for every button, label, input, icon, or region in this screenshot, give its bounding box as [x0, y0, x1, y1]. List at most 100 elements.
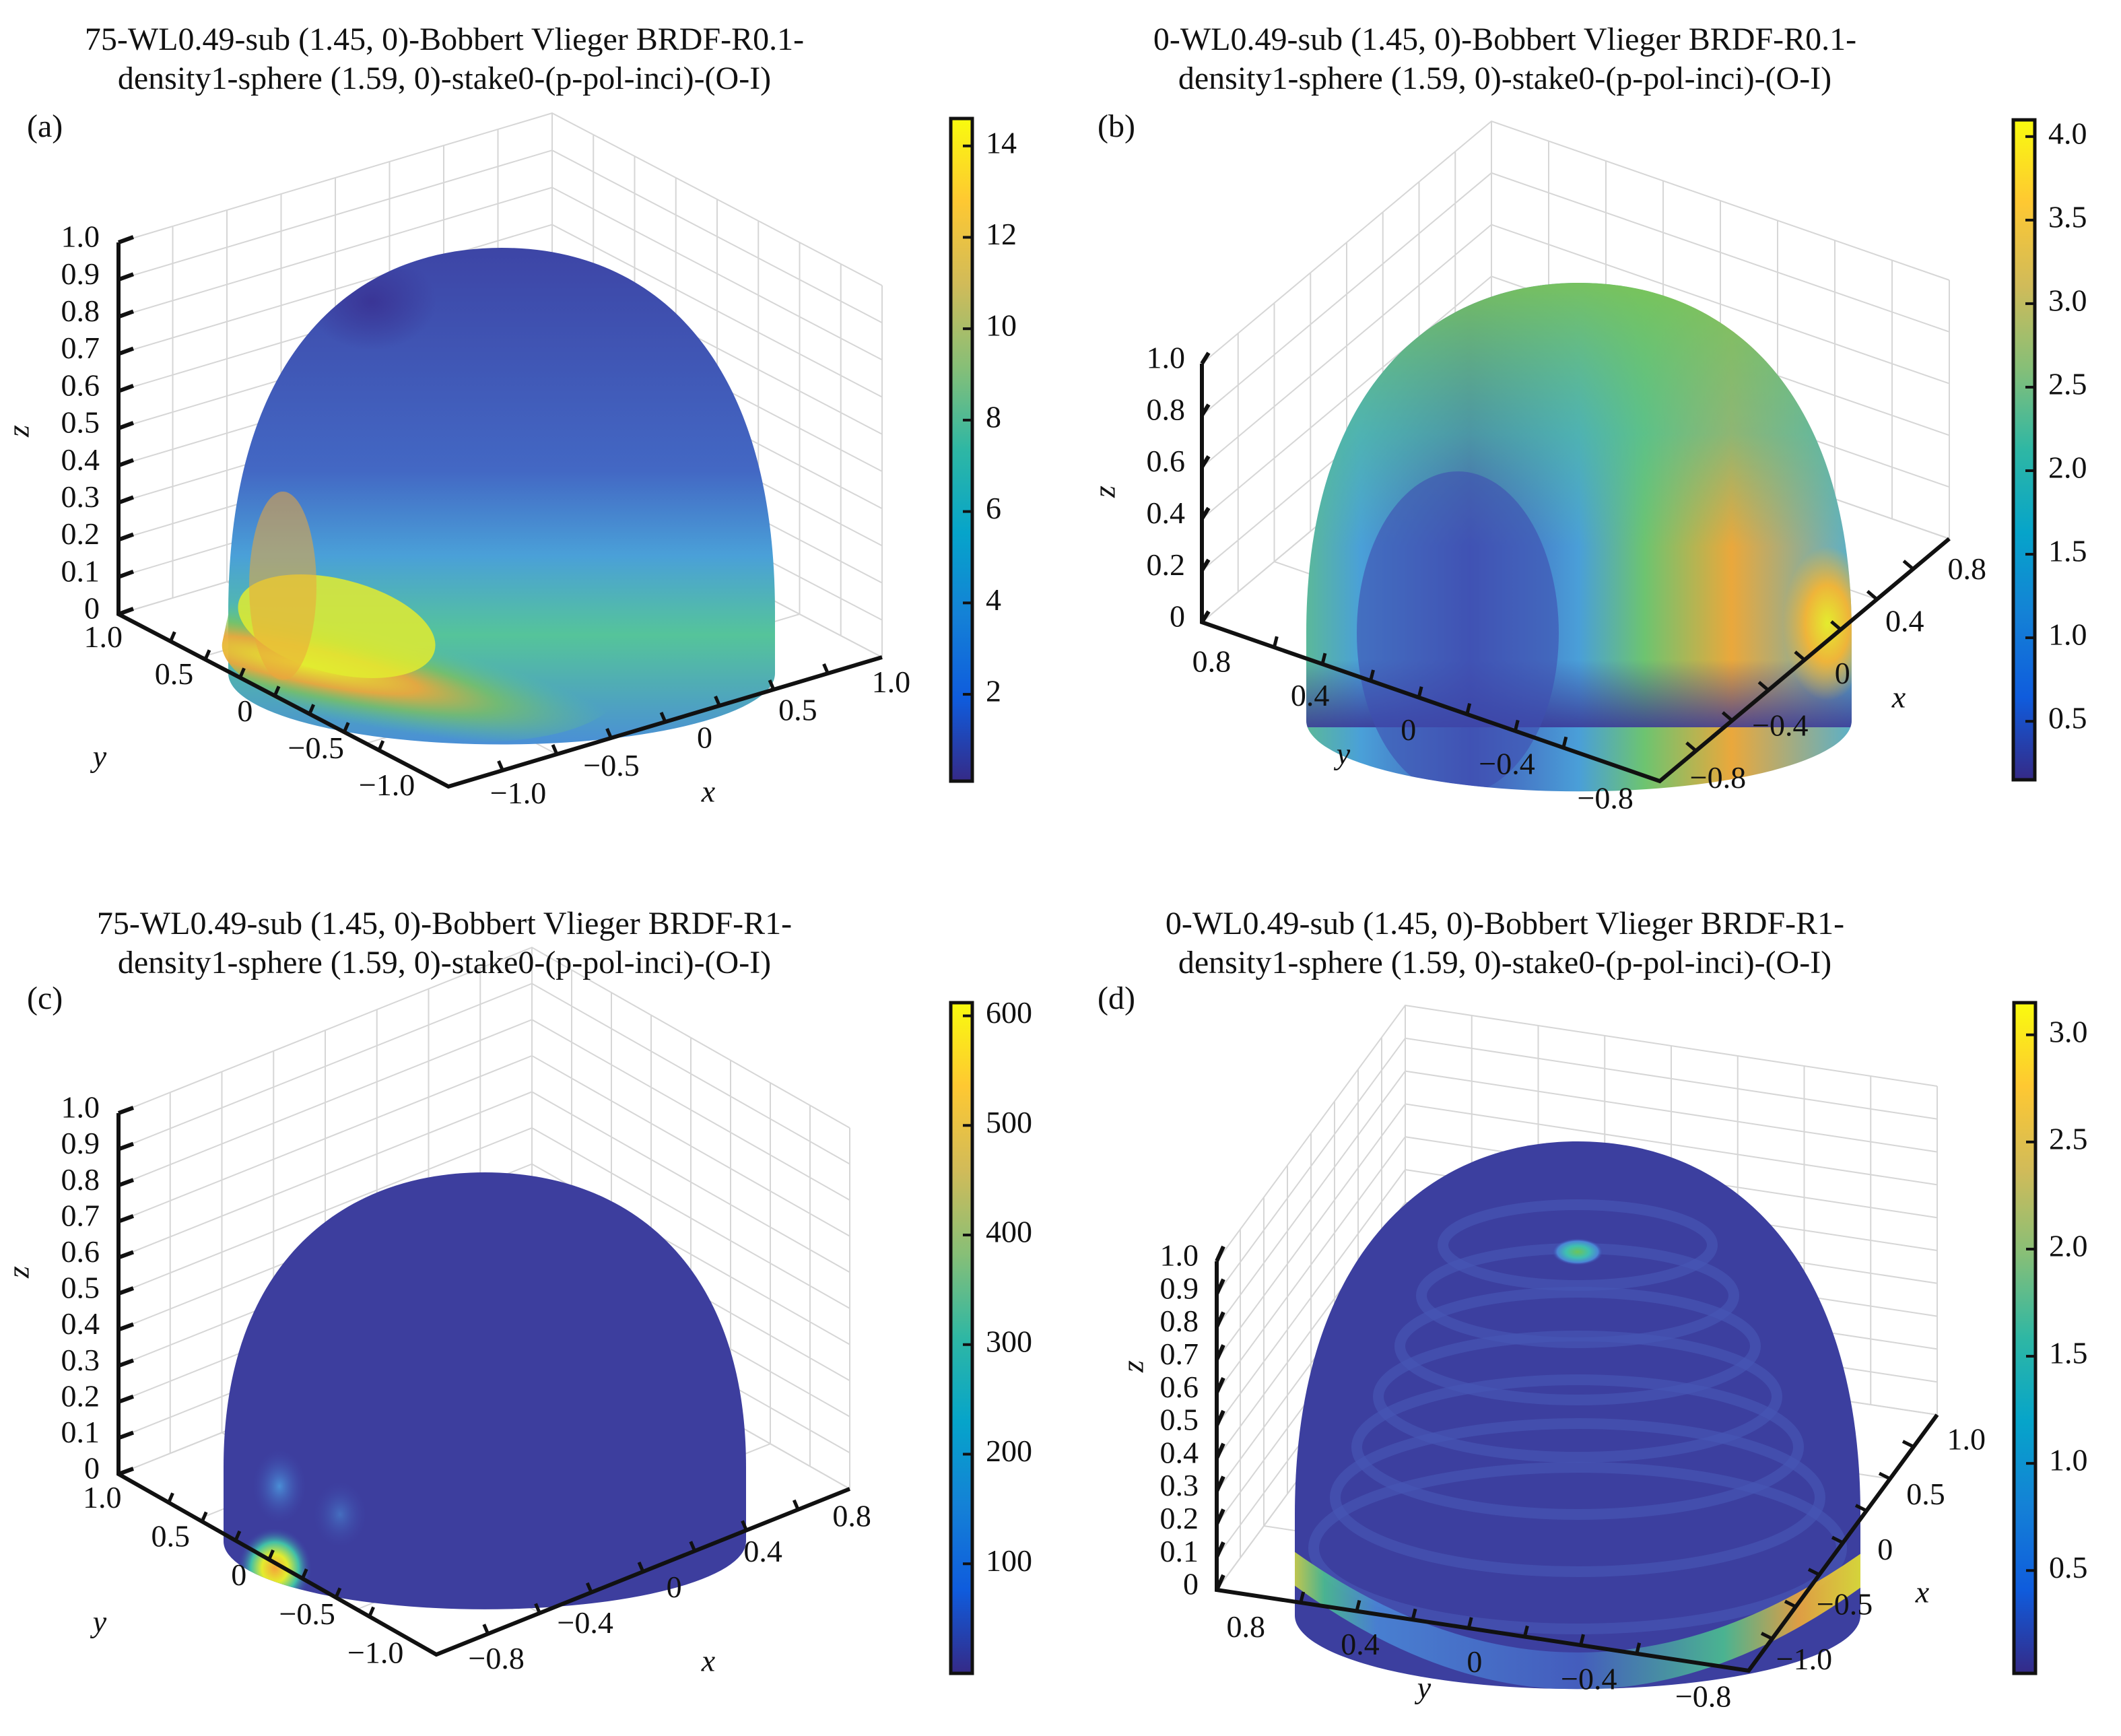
- y-tick-mark: [1522, 1625, 1529, 1638]
- y-tick-label: 1.0: [83, 620, 123, 654]
- y-tick-label: −0.5: [288, 731, 344, 765]
- z-tick-label: 1.0: [61, 220, 100, 254]
- y-axis-label: y: [1334, 737, 1351, 771]
- z-tick-mark: [1215, 1376, 1225, 1394]
- x-tick-mark: [497, 760, 504, 771]
- z-tick-label: 0.3: [61, 1343, 100, 1377]
- x-tick-label: 0.8: [1947, 552, 1986, 586]
- x-tick-label: 0.4: [743, 1534, 782, 1568]
- z-tick-label: 0.7: [61, 331, 100, 365]
- z-tick-mark: [117, 1430, 135, 1440]
- z-tick-label: 0.1: [1160, 1534, 1199, 1568]
- x-tick-mark: [637, 1562, 645, 1572]
- z-tick-mark: [1215, 1311, 1225, 1328]
- axes: 00.10.20.30.40.50.60.70.80.91.00.80.40−0…: [1116, 1238, 1986, 1714]
- z-tick-label: 0.4: [61, 1306, 100, 1341]
- z-tick-mark: [117, 346, 135, 356]
- y-tick-label: −0.4: [1561, 1662, 1617, 1696]
- x-tick-mark: [534, 1603, 541, 1614]
- z-axis-label: z: [1116, 1360, 1150, 1373]
- x-tick-mark: [689, 1541, 697, 1552]
- chart-a-svg: 00.10.20.30.40.50.60.70.80.91.01.00.50−0…: [1, 112, 1017, 810]
- z-tick-mark: [1215, 1442, 1225, 1460]
- z-tick-mark: [1200, 506, 1211, 520]
- chart-panel-c: 0 0.1 0.2 0.3 0.4 0.5 0.6 0.7 0.8 0.9 1.0 1.0 0.5 0 −0…: [0, 868, 1060, 1736]
- colorbar-tick-label: 2.0: [2048, 450, 2087, 485]
- x-tick-mark: [714, 696, 721, 706]
- y-tick-label: −0.8: [1577, 780, 1633, 815]
- x-tick-mark: [1760, 1632, 1774, 1640]
- y-tick-label: 0.4: [1341, 1627, 1380, 1661]
- colorbar-tick-label: 400: [986, 1215, 1032, 1249]
- z-tick-mark: [117, 1322, 135, 1332]
- z-tick-mark: [1215, 1475, 1225, 1492]
- z-tick-label: 0: [84, 591, 100, 626]
- z-tick-label: 0.1: [61, 554, 100, 588]
- x-tick-label: 0.5: [778, 692, 817, 727]
- interference-ring: [1351, 1374, 1804, 1520]
- colorbar-tick-label: 3.0: [2048, 283, 2087, 317]
- x-tick-mark: [605, 728, 613, 739]
- x-tick-label: −0.5: [1817, 1587, 1873, 1621]
- colorbar-tick-label: 8: [986, 399, 1001, 434]
- hotspot-secondary: [252, 1449, 306, 1523]
- y-tick-mark: [1411, 1608, 1417, 1620]
- z-tick-mark: [117, 1141, 135, 1151]
- colorbar-tick-label: 3.5: [2048, 199, 2087, 234]
- z-tick-label: 0.5: [1160, 1403, 1199, 1437]
- z-tick-mark: [117, 1286, 135, 1296]
- x-tick-label: 0: [697, 721, 712, 755]
- y-tick-label: 0: [237, 694, 252, 728]
- colorbar-tick-label: 1.0: [2049, 1443, 2088, 1477]
- colorbar-tick-label: 600: [986, 995, 1032, 1030]
- colorbar-tick-label: 2: [986, 674, 1001, 708]
- colorbar-tick-label: 3.0: [2049, 1014, 2088, 1048]
- z-tick-mark: [117, 383, 135, 393]
- x-tick-mark: [1866, 590, 1879, 601]
- z-tick-label: 0.8: [61, 1162, 100, 1197]
- interference-ring: [1438, 1199, 1718, 1291]
- x-tick-label: 0.8: [832, 1498, 871, 1533]
- z-tick-label: 0.6: [61, 1234, 100, 1269]
- z-tick-mark: [117, 1213, 135, 1224]
- z-tick-label: 0.6: [61, 368, 100, 402]
- z-tick-mark: [117, 458, 135, 468]
- chart-title-line2: density1-sphere (1.59, 0)-stake0-(p-pol-…: [117, 945, 772, 980]
- x-tick-label: 0: [667, 1570, 682, 1604]
- y-tick-label: 0.5: [151, 1519, 190, 1554]
- z-tick-mark: [117, 1178, 135, 1188]
- panel-label: (d): [1098, 980, 1135, 1016]
- wall-grid-line: [118, 982, 850, 1165]
- y-tick-mark: [1513, 719, 1520, 732]
- z-tick-label: 0.5: [61, 405, 100, 440]
- x-tick-label: 0.5: [1906, 1477, 1945, 1511]
- y-tick-mark: [377, 740, 385, 752]
- z-tick-label: 0.9: [61, 1126, 100, 1160]
- z-tick-mark: [1215, 1508, 1225, 1525]
- z-tick-label: 0.9: [1160, 1271, 1199, 1305]
- axes: 00.10.20.30.40.50.60.70.80.91.01.00.50−0…: [1, 1090, 871, 1678]
- x-tick-label: 1.0: [1947, 1422, 1986, 1456]
- x-tick-mark: [1902, 560, 1914, 570]
- x-tick-label: −0.8: [1690, 760, 1746, 795]
- x-tick-label: −0.4: [557, 1605, 613, 1640]
- y-tick-label: 0: [1401, 712, 1416, 747]
- panel-label: (b): [1098, 108, 1135, 144]
- chart-panel-b: 0 0.2 0.4 0.6 0.8 1.0 0.8 0.4 0 −0.4 −0.8 −0.8 −0.4 0…: [1060, 0, 2121, 868]
- x-tick-mark: [1757, 681, 1770, 692]
- y-axis-label: y: [90, 739, 107, 774]
- y-tick-mark: [1417, 686, 1423, 698]
- y-axis-label: y: [1415, 1671, 1432, 1705]
- z-tick-mark: [117, 272, 135, 282]
- hotspot-edge: [249, 492, 316, 680]
- x-axis-label: x: [701, 774, 716, 809]
- z-tick-mark: [117, 1394, 135, 1404]
- x-tick-mark: [792, 1499, 800, 1510]
- y-tick-label: 0: [231, 1558, 246, 1592]
- z-tick-label: 0.8: [1160, 1304, 1199, 1338]
- colorbar-tick-label: 2.5: [2049, 1121, 2088, 1156]
- y-tick-label: 1.0: [83, 1480, 122, 1514]
- z-tick-label: 0.2: [1147, 547, 1186, 582]
- colorbar-tick-label: 100: [986, 1543, 1032, 1578]
- z-axis-label: z: [1, 425, 36, 438]
